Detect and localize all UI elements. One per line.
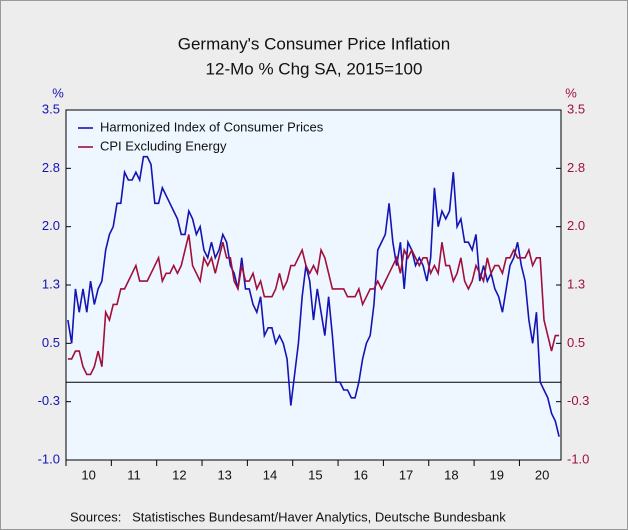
x-tick-label: 17 <box>399 467 413 482</box>
x-tick-label: 19 <box>490 467 504 482</box>
plot-area <box>65 109 562 461</box>
y2-tick-label: 1.3 <box>567 276 585 291</box>
y2-axis-unit: % <box>565 85 577 100</box>
legend-label: CPI Excluding Energy <box>100 138 227 153</box>
x-tick-label: 13 <box>217 467 231 482</box>
legend-label: Harmonized Index of Consumer Prices <box>100 119 324 134</box>
chart-title: Germany's Consumer Price Inflation <box>178 34 451 53</box>
x-tick-label: 20 <box>535 467 549 482</box>
series-line <box>67 155 560 437</box>
y2-tick-label: -1.0 <box>567 451 589 466</box>
x-tick-label: 14 <box>263 467 277 482</box>
y-tick-label: 0.5 <box>42 335 60 350</box>
y2-tick-label: 0.5 <box>567 335 585 350</box>
y-tick-label: 3.5 <box>42 101 60 116</box>
y2-tick-label: 2.8 <box>567 160 585 175</box>
y-tick-label: -0.3 <box>38 393 60 408</box>
y2-tick-label: 2.0 <box>567 218 585 233</box>
y2-tick-label: -0.3 <box>567 393 589 408</box>
y-tick-label: -1.0 <box>38 451 60 466</box>
y2-tick-label: 3.5 <box>567 101 585 116</box>
source-note: Sources: Statistisches Bundesamt/Haver A… <box>70 509 506 524</box>
y-tick-label: 1.3 <box>42 276 60 291</box>
x-tick-label: 15 <box>308 467 322 482</box>
x-tick-label: 10 <box>81 467 95 482</box>
x-tick-label: 12 <box>172 467 186 482</box>
chart-subtitle: 12-Mo % Chg SA, 2015=100 <box>206 59 423 78</box>
y-tick-label: 2.8 <box>42 160 60 175</box>
series-line <box>67 234 560 376</box>
x-tick-label: 18 <box>444 467 458 482</box>
y-axis-unit: % <box>52 85 64 100</box>
x-tick-label: 11 <box>127 467 141 482</box>
y-tick-label: 2.0 <box>42 218 60 233</box>
x-tick-label: 16 <box>353 467 367 482</box>
